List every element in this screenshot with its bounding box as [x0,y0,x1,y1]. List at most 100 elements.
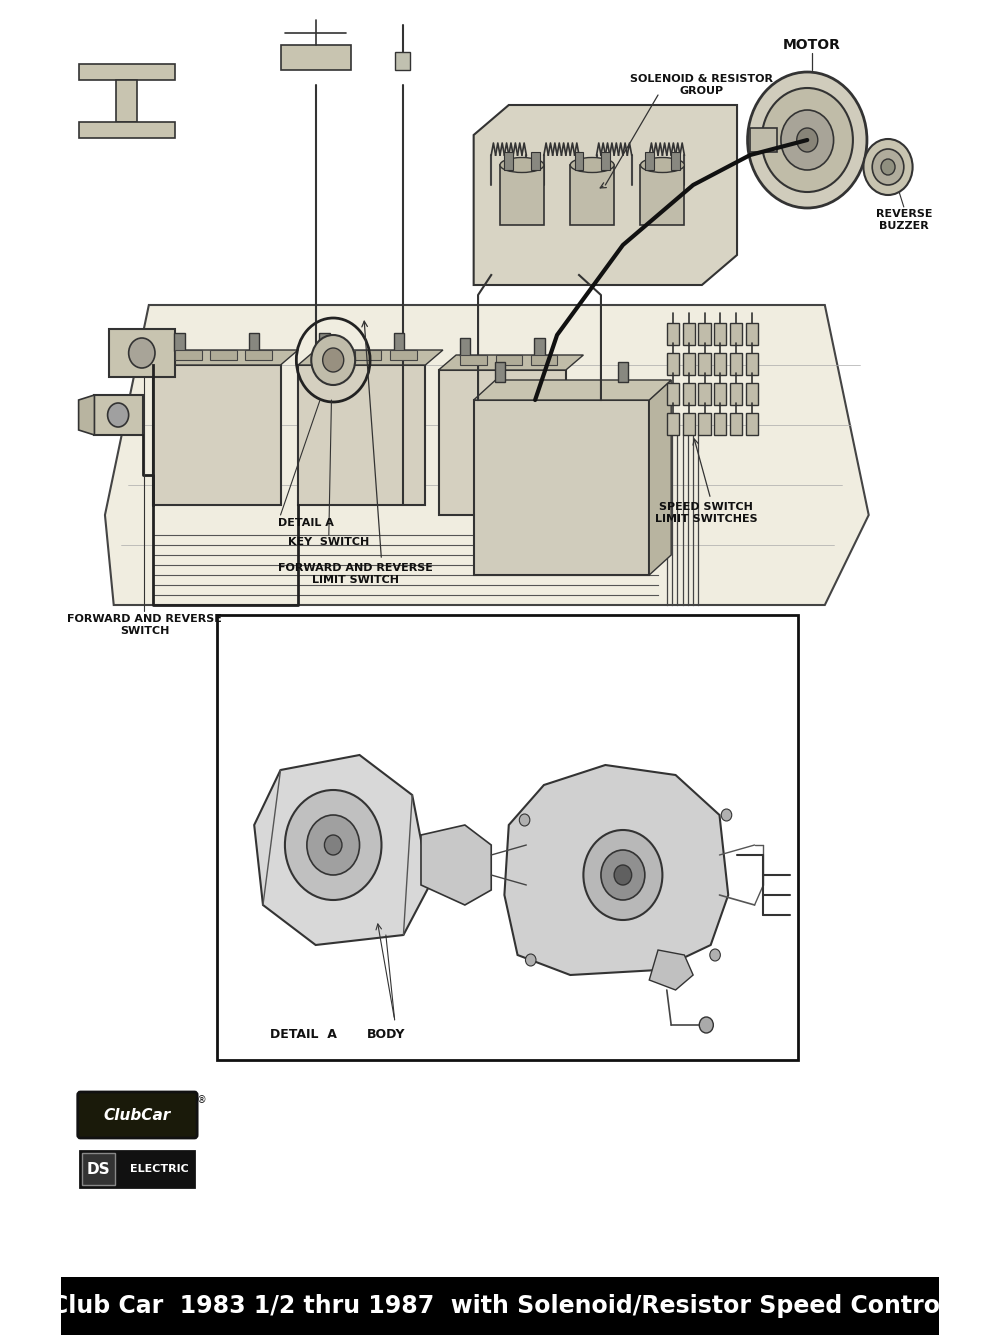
Text: MOTOR: MOTOR [783,37,841,52]
Circle shape [311,335,355,384]
Bar [698,352,711,375]
Bar [153,364,281,505]
Bar [460,355,487,364]
Text: DS: DS [87,1161,111,1176]
Circle shape [285,790,381,900]
FancyBboxPatch shape [78,1092,197,1137]
Polygon shape [474,105,737,284]
Bar [730,383,742,405]
Bar [698,383,711,405]
Polygon shape [504,765,728,975]
Text: DETAIL  A: DETAIL A [270,1028,337,1041]
Circle shape [583,830,662,920]
Bar [698,413,711,435]
Circle shape [129,338,155,368]
Circle shape [872,150,904,186]
Bar [640,166,684,226]
Bar [79,64,175,80]
Bar [175,350,202,360]
Bar [714,352,726,375]
Bar [474,400,649,575]
Polygon shape [649,951,693,991]
Circle shape [797,128,818,152]
Circle shape [762,88,853,192]
Bar [746,323,758,344]
Circle shape [614,865,632,885]
Text: BODY: BODY [367,1028,405,1041]
Bar [667,413,679,435]
Circle shape [748,72,867,208]
Text: DETAIL A: DETAIL A [278,518,334,529]
Ellipse shape [640,158,684,172]
Bar [109,328,175,376]
Bar [116,80,137,121]
Bar [94,395,143,435]
Bar [355,350,381,360]
Circle shape [519,814,530,826]
Bar [504,152,513,170]
Circle shape [601,850,645,900]
Text: SPEED SWITCH
LIMIT SWITCHES: SPEED SWITCH LIMIT SWITCHES [655,502,758,523]
Bar [730,352,742,375]
Circle shape [699,1017,713,1033]
Polygon shape [474,380,671,400]
Bar [281,45,351,69]
Bar [496,355,522,364]
Text: FORWARD AND REVERSE
LIMIT SWITCH: FORWARD AND REVERSE LIMIT SWITCH [278,563,433,585]
Text: ClubCar: ClubCar [104,1108,171,1123]
Bar [217,615,798,1060]
Polygon shape [105,304,869,605]
Bar [249,332,259,351]
Bar [667,383,679,405]
Bar [495,362,505,382]
Circle shape [881,159,895,175]
Ellipse shape [570,158,614,172]
Circle shape [863,139,913,195]
Bar [245,350,272,360]
Bar [531,152,540,170]
Circle shape [307,814,360,874]
Bar [730,413,742,435]
Bar [210,350,237,360]
Circle shape [781,109,834,170]
Bar [714,383,726,405]
Bar [730,323,742,344]
Text: ®: ® [197,1095,206,1105]
Bar [174,332,185,351]
Bar [746,413,758,435]
Bar [746,352,758,375]
Bar [531,355,557,364]
Bar [667,323,679,344]
Text: FORWARD AND REVERSE
SWITCH: FORWARD AND REVERSE SWITCH [67,614,222,635]
Polygon shape [439,355,583,370]
Bar [534,338,545,356]
Bar [683,383,695,405]
Text: REVERSE
BUZZER: REVERSE BUZZER [876,210,932,231]
Circle shape [324,834,342,854]
Bar [80,1151,194,1187]
Circle shape [721,809,732,821]
Circle shape [525,955,536,967]
Bar [61,1278,939,1335]
Polygon shape [298,350,443,364]
Bar [82,1153,115,1185]
Bar [439,370,566,515]
Bar [683,352,695,375]
Polygon shape [79,395,94,435]
Bar [698,323,711,344]
Bar [320,350,346,360]
Circle shape [710,949,720,961]
Bar [570,166,614,226]
Bar [683,413,695,435]
Ellipse shape [500,158,544,172]
Bar [390,350,417,360]
Bar [601,152,610,170]
Text: KEY  SWITCH: KEY SWITCH [288,537,369,547]
Bar [298,364,425,505]
Text: Club Car  1983 1/2 thru 1987  with Solenoid/Resistor Speed Control: Club Car 1983 1/2 thru 1987 with Solenoi… [51,1294,949,1318]
Bar [394,332,404,351]
Bar [460,338,470,356]
Circle shape [108,403,129,427]
Bar [645,152,654,170]
Bar [714,413,726,435]
